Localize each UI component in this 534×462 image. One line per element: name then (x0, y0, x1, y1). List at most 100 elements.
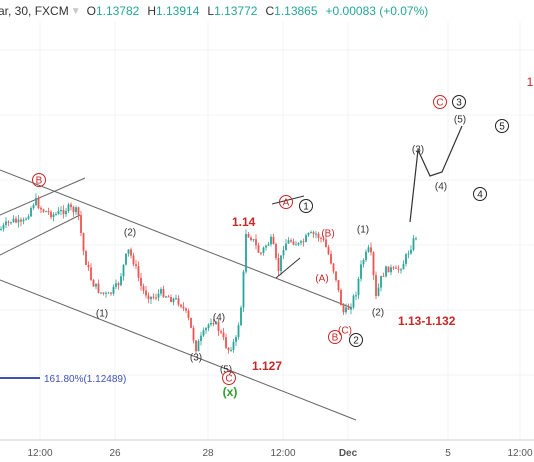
candle-body (240, 307, 242, 326)
candle-body (72, 206, 75, 213)
candle-body (70, 204, 72, 207)
candle-body (60, 209, 62, 212)
candle-body (367, 247, 370, 252)
candle-body (265, 245, 267, 248)
candle-body (162, 289, 165, 298)
candle-body (315, 233, 317, 235)
candle-body (407, 253, 410, 255)
candle-body (5, 221, 7, 226)
candle-body (117, 283, 120, 286)
candle-body (120, 276, 122, 286)
candle-body (107, 292, 110, 294)
wave-label: (3) (412, 145, 424, 156)
candle-body (212, 322, 215, 325)
candle-body (157, 293, 160, 298)
candle-body (102, 292, 105, 294)
candle-body (0, 229, 2, 231)
candle-body (132, 255, 135, 265)
candle-body (227, 347, 230, 351)
candle-body (260, 252, 262, 254)
candle-body (362, 260, 365, 265)
candle-body (95, 283, 97, 287)
candle-body (375, 275, 377, 296)
candle-body (145, 290, 147, 296)
candle-body (270, 236, 272, 245)
price-annotation-1-127: 1.127 (252, 359, 282, 373)
channel-left-upper (0, 177, 86, 216)
ohlc-change: +0.00083 (+0.07%) (325, 4, 429, 18)
candle-body (297, 242, 300, 245)
candle-body (192, 327, 195, 341)
candle-body (62, 209, 65, 215)
x-tick-label: 28 (202, 448, 214, 459)
candle-body (112, 286, 115, 294)
candle-body (312, 232, 315, 234)
x-tick-label: 12:00 (507, 448, 532, 459)
x-tick-label: Dec (339, 448, 358, 459)
candle-body (92, 279, 95, 287)
candle-body (52, 214, 55, 218)
candle-body (357, 278, 360, 296)
candle-body (355, 295, 357, 297)
candle-body (345, 307, 347, 313)
x-tick-label: 12:00 (270, 448, 295, 459)
wave-circle (222, 371, 236, 385)
candle-body (405, 254, 407, 264)
candle-body (65, 211, 67, 215)
candle-body (57, 211, 60, 215)
candle-body (395, 267, 397, 269)
candle-body (387, 266, 390, 273)
candle-body (77, 207, 80, 216)
candle-body (352, 295, 355, 308)
candle-body (307, 233, 310, 236)
candle-body (130, 249, 132, 256)
wave-label: A (283, 198, 290, 209)
candle-body (22, 219, 25, 222)
candle-body (255, 239, 257, 246)
candle-body (385, 266, 387, 277)
wave-label: C (225, 374, 232, 385)
chevron-down-icon[interactable]: ▼ (70, 5, 81, 17)
candle-body (335, 271, 337, 281)
candle-body (160, 289, 162, 294)
candle-body (15, 218, 17, 223)
candle-body (10, 222, 12, 224)
candle-body (400, 269, 402, 271)
wave-circle (473, 187, 487, 201)
candle-body (347, 307, 350, 310)
candle-body (365, 251, 367, 261)
candle-body (302, 241, 305, 243)
candle-body (177, 298, 180, 305)
channel-lower-line (0, 279, 357, 421)
wave-label: 4 (477, 190, 483, 201)
candle-body (115, 283, 117, 287)
candle-body (105, 292, 107, 294)
candle-body (370, 247, 372, 253)
chart-header: ar, 30, FXCM ▼ O1.13782 H1.13914 L1.1377… (0, 0, 436, 22)
wave-label: (1) (96, 309, 108, 320)
wave-label: C (436, 98, 443, 109)
symbol-title[interactable]: ar, 30, FXCM (0, 4, 69, 18)
candle-body (415, 238, 417, 240)
candle-body (47, 211, 50, 213)
wave-label: (3) (190, 353, 202, 364)
wave-label: 1 (527, 75, 534, 89)
wave-connector-mid (275, 257, 301, 279)
candle-body (290, 240, 292, 242)
wave-circle (299, 199, 313, 213)
wave-circle (433, 95, 447, 109)
candle-body (322, 238, 325, 240)
candle-body (245, 234, 247, 272)
candle-body (390, 267, 392, 273)
candle-body (40, 208, 42, 210)
candle-body (217, 321, 220, 332)
candle-body (275, 244, 277, 259)
candle-body (137, 265, 140, 278)
wave-circle (279, 195, 293, 209)
candle-body (30, 208, 32, 217)
candle-body (37, 198, 40, 209)
candle-body (342, 305, 345, 313)
ohlc-high: H1.13914 (147, 4, 200, 18)
candle-body (237, 325, 240, 337)
